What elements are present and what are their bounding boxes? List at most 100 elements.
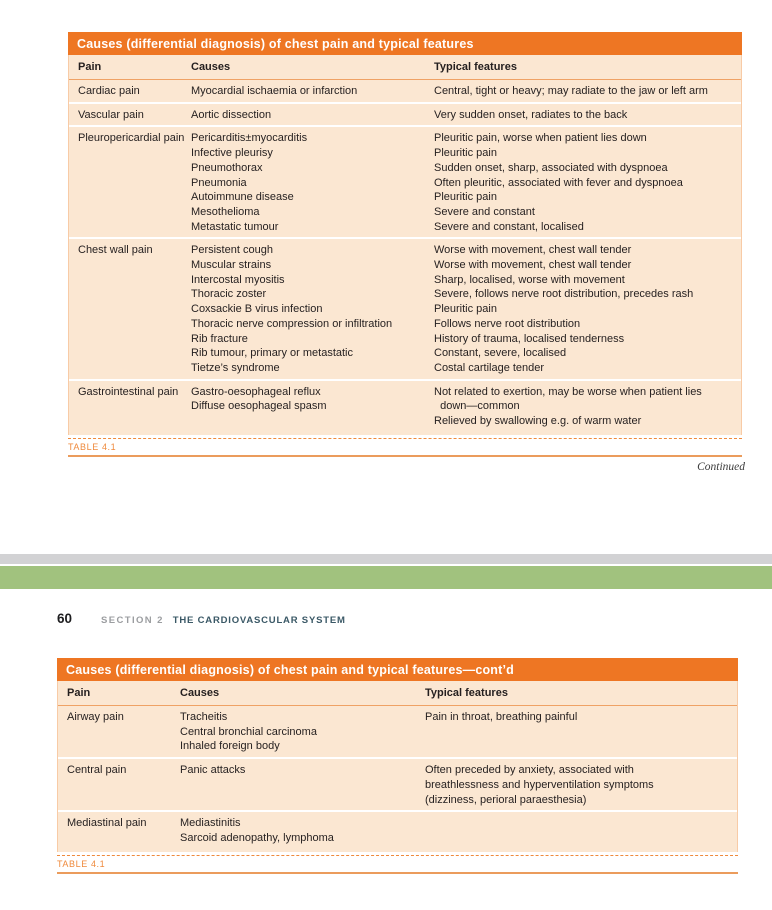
cell-line: Pleuritic pain [434, 303, 497, 316]
table-caption: TABLE 4.1 [57, 858, 106, 869]
cell-line: Thoracic nerve compression or infiltrati… [191, 317, 393, 330]
table-row: Cardiac pain Myocardial ischaemia or infa… [69, 80, 741, 102]
cell-line: Mediastinal pain [67, 817, 147, 830]
cell-line: Follows nerve root distribution [434, 317, 581, 330]
pain-cell: Vascular pain [69, 108, 191, 123]
cell-line: Constant, severe, localised [434, 347, 567, 360]
cell-line: Mediastinitis [180, 817, 241, 830]
cell-line: Severe and constant [434, 205, 535, 218]
column-header-causes: Causes [191, 61, 231, 73]
continued-label: Continued [697, 461, 745, 473]
table-bottom-padding [69, 432, 741, 435]
cell-line: Pleuritic pain [434, 191, 497, 204]
cell-line: Thoracic zoster [191, 288, 267, 301]
cell-line: Often preceded by anxiety, associated wi… [425, 764, 634, 777]
running-head: 60 SECTION 2 THE CARDIOVASCULAR SYSTEM [57, 611, 346, 626]
column-header-features: Typical features [425, 687, 508, 699]
table-bottom-padding [58, 849, 737, 852]
cell-line: Pain in throat, breathing painful [425, 711, 578, 723]
table-rows: Cardiac pain Myocardial ischaemia or infa… [69, 80, 741, 432]
table-body: Pain Causes Typical features Cardiac pai… [68, 55, 742, 435]
cell-line: Tracheitis [180, 711, 228, 723]
section-title: THE CARDIOVASCULAR SYSTEM [172, 615, 346, 626]
features-cell: Worse with movement, chest wall tender Wo… [434, 243, 741, 375]
cell-line: Not related to exertion, may be worse wh… [434, 385, 702, 398]
cell-line: Coxsackie B virus infection [191, 303, 323, 316]
pain-cell: Central pain [58, 763, 180, 807]
table-row: Pleuropericardial pain Pericarditis±myoca… [69, 125, 741, 237]
table-title: Causes (differential diagnosis) of chest… [57, 658, 738, 681]
pain-cell: Cardiac pain [69, 84, 191, 99]
caption-solid-rule [68, 454, 742, 457]
cell-line: Metastatic tumour [191, 220, 279, 233]
cell-line: Sarcoid adenopathy, lymphoma [180, 831, 334, 844]
causes-cell: Aortic dissection [191, 108, 434, 123]
cell-line: Gastro-oesophageal reflux [191, 385, 321, 398]
pain-cell: Mediastinal pain [58, 816, 180, 845]
cell-line: Chest wall pain [78, 244, 153, 257]
cell-line: Diffuse oesophageal spasm [191, 400, 327, 413]
cell-line: Often pleuritic, associated with fever a… [434, 176, 683, 189]
pain-cell: Chest wall pain [69, 243, 191, 375]
cell-line: Tietze’s syndrome [191, 361, 280, 374]
cell-line: Relieved by swallowing e.g. of warm wate… [434, 415, 642, 428]
page-edge-gray-band [0, 554, 772, 564]
cell-line: Very sudden onset, radiates to the back [434, 108, 628, 121]
caption-dashed-rule [57, 854, 738, 856]
table-chest-pain-part2: Causes (differential diagnosis) of chest… [57, 658, 738, 874]
cell-line: Central bronchial carcinoma [180, 725, 317, 738]
cell-line: Rib fracture [191, 332, 248, 345]
cell-line: Worse with movement, chest wall tender [434, 259, 632, 272]
cell-line: History of trauma, localised tenderness [434, 332, 625, 345]
table-row: Airway pain Tracheitis Central bronchial c… [58, 706, 737, 757]
cell-line: Cardiac pain [78, 85, 140, 97]
column-header-features: Typical features [434, 61, 517, 73]
causes-cell: Panic attacks [180, 763, 425, 807]
caption-solid-rule [57, 871, 738, 874]
pain-cell: Gastrointestinal pain [69, 385, 191, 429]
cell-line: Worse with movement, chest wall tender [434, 244, 632, 257]
cell-line: (dizziness, perioral paraesthesia) [425, 793, 587, 806]
pain-cell: Pleuropericardial pain [69, 131, 191, 234]
column-header-causes: Causes [180, 687, 220, 699]
features-cell: Pleuritic pain, worse when patient lies … [434, 131, 741, 234]
cell-line: Mesothelioma [191, 205, 260, 218]
cell-line: Pneumonia [191, 176, 247, 189]
cell-line: Aortic dissection [191, 108, 272, 121]
cell-line: Pericarditis±myocarditis [191, 132, 308, 145]
features-cell: Not related to exertion, may be worse wh… [434, 385, 741, 429]
cell-line: Central pain [67, 764, 127, 777]
table-row: Central pain Panic attacks Often preceded … [58, 757, 737, 810]
cell-line: Pneumothorax [191, 161, 263, 174]
cell-line: down—common [434, 400, 520, 413]
table-caption: TABLE 4.1 [68, 441, 117, 452]
column-header-row: Pain Causes Typical features [69, 55, 741, 80]
page-number: 60 [57, 611, 73, 626]
table-body: Pain Causes Typical features Airway pain… [57, 681, 738, 852]
causes-cell: Persistent cough Muscular strains Intercos… [191, 243, 434, 375]
cell-line: Pleuritic pain, worse when patient lies … [434, 132, 647, 145]
features-cell: Central, tight or heavy; may radiate to … [434, 84, 741, 99]
table-row: Mediastinal pain Mediastinitis Sarcoid ade… [58, 810, 737, 848]
cell-line: Central, tight or heavy; may radiate to … [434, 85, 708, 97]
pain-cell: Airway pain [58, 710, 180, 754]
column-header-pain: Pain [78, 61, 102, 73]
cell-line: Severe and constant, localised [434, 220, 584, 233]
cell-line: Airway pain [67, 711, 124, 723]
section-label: SECTION 2 [101, 615, 164, 626]
causes-cell: Tracheitis Central bronchial carcinoma Inh… [180, 710, 425, 754]
table-row: Chest wall pain Persistent cough Muscular … [69, 237, 741, 378]
causes-cell: Mediastinitis Sarcoid adenopathy, lymphom… [180, 816, 425, 845]
table-chest-pain-part1: Causes (differential diagnosis) of chest… [68, 32, 742, 457]
table-rows: Airway pain Tracheitis Central bronchial c… [58, 706, 737, 849]
causes-cell: Myocardial ischaemia or infarction [191, 84, 434, 99]
cell-line: Intercostal myositis [191, 273, 285, 286]
causes-cell: Pericarditis±myocarditis Infective pleuri… [191, 131, 434, 234]
cell-line: Persistent cough [191, 244, 273, 257]
cell-line: Vascular pain [78, 108, 144, 121]
cell-line: Muscular strains [191, 259, 272, 272]
cell-line: Costal cartilage tender [434, 361, 545, 374]
table-row: Vascular pain Aortic dissection Very sudde… [69, 101, 741, 126]
caption-dashed-rule [68, 437, 742, 439]
cell-line: Sharp, localised, worse with movement [434, 273, 625, 286]
